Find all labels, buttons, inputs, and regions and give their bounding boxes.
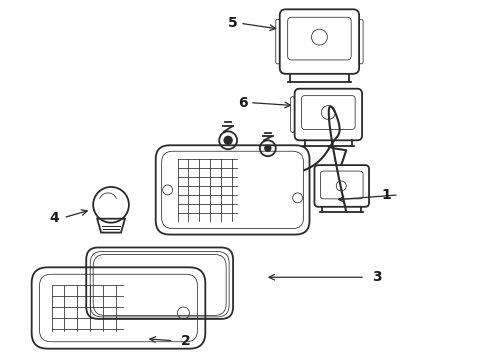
Text: 4: 4 [49,211,59,225]
Text: 2: 2 [180,334,190,348]
Text: 3: 3 [372,270,382,284]
Text: 6: 6 [238,96,248,109]
Circle shape [224,136,232,144]
Text: 1: 1 [381,188,391,202]
Text: 5: 5 [228,16,238,30]
Circle shape [265,145,271,151]
